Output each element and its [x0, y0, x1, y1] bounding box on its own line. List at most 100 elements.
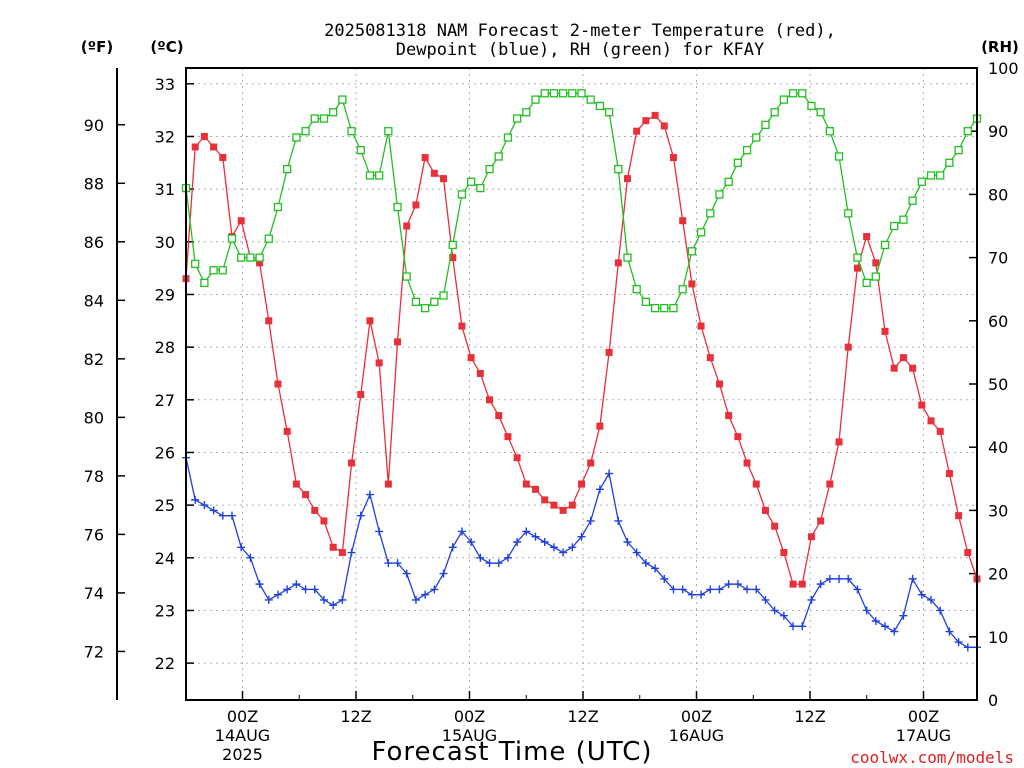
temperature-point: [495, 412, 503, 420]
dewpoint-point: [881, 622, 890, 631]
dewpoint-point: [844, 574, 853, 583]
rh-point: [375, 171, 384, 180]
rh-point: [512, 114, 522, 123]
temperature-point: [559, 506, 567, 514]
dewpoint-point: [917, 590, 926, 599]
dewpoint-point: [227, 511, 236, 520]
rh-tick-label: 100: [988, 59, 1019, 78]
dewpoint-point: [595, 485, 604, 494]
dewpoint-point: [687, 590, 696, 599]
time-tick-label: 12Z: [567, 707, 598, 726]
fahrenheit-tick-label: 72: [84, 642, 104, 661]
dewpoint-point: [540, 538, 549, 546]
temperature-point: [219, 154, 227, 162]
temperature-point: [872, 259, 880, 267]
celsius-tick-label: 23: [155, 601, 175, 620]
rh-point: [411, 297, 421, 306]
temperature-point: [633, 127, 641, 135]
temperature-point: [440, 175, 448, 183]
dewpoint-point: [715, 585, 724, 594]
rh-tick-label: 50: [988, 375, 1008, 394]
temperature-point: [412, 201, 420, 209]
rh-point: [503, 133, 513, 142]
time-tick-year: 2025: [222, 745, 263, 764]
time-tick-label: 00Z: [227, 707, 258, 726]
dewpoint-point: [191, 495, 200, 504]
dewpoint-point: [292, 580, 301, 589]
rh-point: [191, 259, 200, 269]
temperature-point: [743, 459, 751, 467]
fahrenheit-tick-label: 90: [84, 116, 104, 135]
dewpoint-point: [209, 506, 218, 515]
rh-tick-label: 60: [988, 312, 1008, 331]
dewpoint-point: [632, 548, 641, 557]
dewpoint-point: [807, 595, 816, 604]
dewpoint-point: [733, 580, 742, 589]
rh-point: [237, 253, 246, 262]
rh-tick-label: 0: [988, 691, 998, 710]
temperature-point: [522, 480, 530, 488]
celsius-tick-label: 27: [155, 391, 175, 410]
rh-point: [862, 278, 871, 288]
temperature-point: [329, 543, 337, 551]
rh-point: [650, 304, 660, 313]
temperature-point: [605, 348, 613, 356]
rh-point: [577, 89, 586, 98]
temperature-point: [807, 533, 815, 541]
dewpoint-point: [945, 627, 954, 636]
temperature-point: [578, 480, 585, 488]
temperature-point: [890, 364, 898, 372]
rh-point: [531, 95, 540, 104]
temperature-point: [835, 438, 843, 446]
temperature-point: [394, 338, 402, 346]
fahrenheit-tick-label: 88: [84, 174, 104, 193]
dewpoint-point: [356, 511, 365, 520]
temperature-point: [292, 480, 300, 488]
temperature-point: [200, 132, 208, 140]
dewpoint-point: [752, 585, 761, 594]
rh-point: [264, 234, 273, 243]
rh-point: [825, 127, 834, 136]
rh-point: [890, 221, 899, 231]
temperature-point: [458, 322, 466, 330]
chart-title-line2: Dewpoint (blue), RH (green) for KFAY: [396, 40, 764, 60]
rh-point: [586, 95, 595, 104]
dewpoint-point: [586, 516, 595, 525]
dewpoint-point: [779, 611, 788, 620]
rh-point: [733, 158, 743, 167]
rh-point: [218, 266, 227, 275]
dewpoint-point: [559, 548, 568, 557]
temperature-point: [881, 327, 889, 335]
dewpoint-point: [522, 527, 531, 536]
series-temperature: [182, 111, 981, 588]
rh-point: [347, 127, 356, 136]
temperature-point: [715, 380, 723, 388]
celsius-tick-label: 31: [155, 180, 175, 199]
rh-point: [200, 278, 209, 288]
temperature-point: [191, 143, 199, 151]
fahrenheit-tick-label: 74: [84, 584, 104, 603]
temperature-point: [761, 506, 769, 514]
celsius-tick-label: 28: [155, 338, 175, 357]
rh-point: [568, 89, 577, 98]
series-layer: [181, 89, 982, 652]
rh-point: [329, 108, 338, 117]
dewpoint-point: [623, 538, 632, 546]
time-tick-label: 00Z: [681, 707, 712, 726]
celsius-tick-label: 33: [155, 75, 175, 94]
rh-point: [742, 146, 752, 155]
dewpoint-point: [200, 501, 209, 510]
rh-point: [246, 253, 255, 262]
temperature-point: [504, 433, 512, 441]
fahrenheit-axis: 90 88 86 84 82 80 78 76 74 72: [84, 116, 125, 661]
dewpoint-point: [577, 532, 586, 541]
rh-point: [448, 240, 457, 250]
temperature-point: [642, 117, 650, 125]
rh-point: [393, 202, 402, 212]
temperature-point: [706, 354, 714, 362]
temperature-point: [826, 480, 834, 488]
dewpoint-point: [927, 595, 936, 604]
dewpoint-point: [421, 590, 430, 599]
rh-point: [558, 89, 568, 98]
